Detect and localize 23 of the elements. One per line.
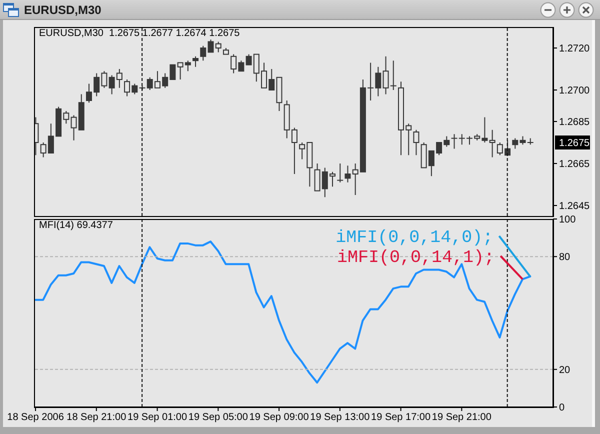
- chart-title: EURUSD,M30: [24, 3, 102, 17]
- x-tick-label: 19 Sep 01:00: [128, 412, 188, 424]
- x-tick-label: 18 Sep 21:00: [66, 412, 127, 424]
- y-tick-label: 20: [559, 364, 571, 376]
- x-tick-label: 19 Sep 05:00: [188, 412, 248, 424]
- annotation: iMFI(0,0,14,0);: [336, 228, 494, 248]
- chart-title: MFI(14) 69.4377: [39, 220, 113, 232]
- y-tick-label: 0: [559, 402, 565, 414]
- x-tick-label: 19 Sep 13:00: [310, 412, 370, 424]
- chart-subtitle: EURUSD,M30 1.2675 1.2677 1.2674 1.2675: [39, 28, 240, 40]
- x-tick-label: 19 Sep 09:00: [249, 412, 310, 424]
- x-tick-label: 19 Sep 17:00: [371, 412, 431, 424]
- y-tick-label: 80: [559, 252, 571, 264]
- annotation: 1.2675: [559, 138, 590, 149]
- y-tick-label: 1.2700: [559, 86, 590, 97]
- y-tick-label: 1.2720: [559, 44, 590, 55]
- y-tick-label: 1.2685: [559, 117, 590, 128]
- y-tick-label: 100: [559, 214, 576, 226]
- y-tick-label: 1.2645: [559, 201, 590, 212]
- annotation: iMFI(0,0,14,1);: [337, 248, 495, 268]
- x-tick-label: 18 Sep 2006: [7, 412, 64, 424]
- x-tick-label: 19 Sep 21:00: [432, 412, 492, 424]
- y-tick-label: 1.2665: [559, 159, 590, 170]
